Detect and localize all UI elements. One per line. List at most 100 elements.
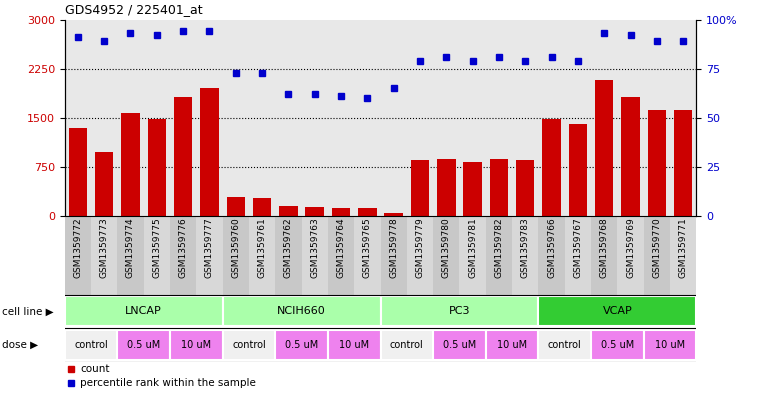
Text: control: control (390, 340, 424, 350)
Bar (358, 208, 377, 216)
Text: 10 uM: 10 uM (339, 340, 369, 350)
Bar (170, 330, 223, 360)
Text: GSM1359770: GSM1359770 (652, 218, 661, 279)
Bar (486, 330, 539, 360)
Bar (512, 216, 539, 295)
Bar (170, 216, 196, 295)
Text: GSM1359779: GSM1359779 (416, 218, 425, 279)
Bar (380, 216, 407, 295)
Text: GSM1359766: GSM1359766 (547, 218, 556, 279)
Bar (354, 216, 380, 295)
Bar (490, 159, 508, 216)
Bar (305, 207, 324, 216)
Bar (223, 216, 249, 295)
Bar (648, 110, 666, 216)
Bar (249, 216, 275, 295)
Bar (543, 119, 561, 216)
Bar (433, 216, 460, 295)
Text: GSM1359775: GSM1359775 (152, 218, 161, 279)
Text: VCAP: VCAP (603, 307, 632, 316)
Bar (433, 330, 486, 360)
Text: 0.5 uM: 0.5 uM (443, 340, 476, 350)
Text: control: control (232, 340, 266, 350)
Bar (328, 330, 380, 360)
Text: control: control (548, 340, 581, 350)
Text: GSM1359772: GSM1359772 (73, 218, 82, 278)
Text: PC3: PC3 (449, 307, 470, 316)
Text: GSM1359769: GSM1359769 (626, 218, 635, 279)
Bar (539, 296, 696, 327)
Bar (200, 88, 218, 216)
Bar (279, 206, 298, 216)
Bar (463, 162, 482, 216)
Bar (223, 330, 275, 360)
Text: GSM1359782: GSM1359782 (495, 218, 504, 278)
Text: GSM1359764: GSM1359764 (336, 218, 345, 278)
Text: GSM1359771: GSM1359771 (679, 218, 688, 279)
Text: GSM1359783: GSM1359783 (521, 218, 530, 279)
Text: percentile rank within the sample: percentile rank within the sample (81, 378, 256, 388)
Bar (301, 216, 328, 295)
Bar (121, 113, 140, 216)
Bar (407, 216, 433, 295)
Bar (196, 216, 222, 295)
Bar (65, 216, 91, 295)
Text: 10 uM: 10 uM (497, 340, 527, 350)
Bar (253, 198, 271, 216)
Text: GSM1359768: GSM1359768 (600, 218, 609, 279)
Text: GSM1359777: GSM1359777 (205, 218, 214, 279)
Text: GSM1359780: GSM1359780 (442, 218, 451, 279)
Text: count: count (81, 364, 110, 374)
Bar (380, 296, 539, 327)
Bar (332, 208, 350, 216)
Bar (144, 216, 170, 295)
Bar (644, 216, 670, 295)
Text: GSM1359760: GSM1359760 (231, 218, 240, 279)
Text: GSM1359776: GSM1359776 (179, 218, 188, 279)
Bar (591, 216, 617, 295)
Bar (275, 330, 328, 360)
Bar (670, 216, 696, 295)
Bar (411, 160, 429, 216)
Bar (516, 160, 534, 216)
Bar (223, 296, 380, 327)
Text: 0.5 uM: 0.5 uM (285, 340, 318, 350)
Text: LNCAP: LNCAP (126, 307, 162, 316)
Text: dose ▶: dose ▶ (2, 340, 37, 350)
Text: 10 uM: 10 uM (655, 340, 685, 350)
Bar (380, 330, 433, 360)
Text: GSM1359765: GSM1359765 (363, 218, 372, 279)
Text: GSM1359781: GSM1359781 (468, 218, 477, 279)
Bar (674, 110, 693, 216)
Bar (65, 296, 223, 327)
Text: control: control (74, 340, 108, 350)
Text: 0.5 uM: 0.5 uM (600, 340, 634, 350)
Bar (117, 330, 170, 360)
Text: NCIH660: NCIH660 (277, 307, 326, 316)
Bar (68, 128, 87, 216)
Text: GSM1359761: GSM1359761 (257, 218, 266, 279)
Text: 0.5 uM: 0.5 uM (127, 340, 161, 350)
Text: GDS4952 / 225401_at: GDS4952 / 225401_at (65, 3, 202, 16)
Bar (174, 97, 193, 216)
Text: GSM1359762: GSM1359762 (284, 218, 293, 278)
Bar (437, 158, 456, 216)
Text: GSM1359767: GSM1359767 (573, 218, 582, 279)
Bar (227, 197, 245, 216)
Bar (384, 213, 403, 216)
Text: cell line ▶: cell line ▶ (2, 307, 53, 316)
Bar (565, 216, 591, 295)
Bar (591, 330, 644, 360)
Bar (539, 216, 565, 295)
Text: GSM1359763: GSM1359763 (310, 218, 319, 279)
Text: 10 uM: 10 uM (181, 340, 212, 350)
Text: GSM1359774: GSM1359774 (126, 218, 135, 278)
Text: GSM1359778: GSM1359778 (389, 218, 398, 279)
Bar (328, 216, 354, 295)
Bar (568, 125, 587, 216)
Bar (117, 216, 144, 295)
Bar (460, 216, 486, 295)
Bar (91, 216, 117, 295)
Bar (539, 330, 591, 360)
Bar (65, 330, 117, 360)
